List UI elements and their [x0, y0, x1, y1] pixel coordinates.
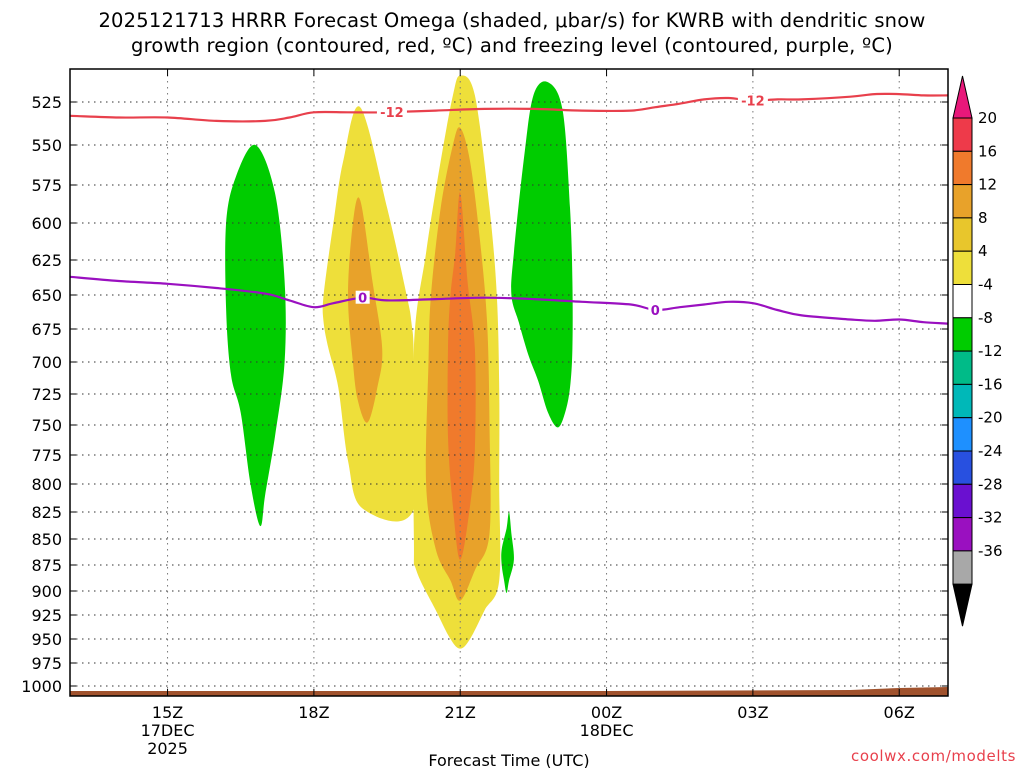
y-tick-label: 600: [31, 214, 62, 233]
colorbar: 20 16 12 8 4 -4 -8 -12 -16 -20 -24 -28 -32 -36: [952, 75, 1003, 627]
colorbar-label: 20: [978, 109, 997, 127]
x-tick-sublabel: 18DEC: [580, 721, 634, 740]
green-cell-1: [225, 144, 286, 527]
colorbar-swatch: [952, 550, 973, 585]
green-cell-3: [501, 511, 514, 593]
colorbar-label: 16: [978, 142, 997, 160]
y-tick-label: 775: [31, 446, 62, 465]
y-tick-label: 950: [31, 630, 62, 649]
colorbar-swatch: [952, 150, 973, 186]
contour-label-bg: [376, 105, 407, 119]
x-tick-sublabel: 17DEC: [141, 721, 195, 740]
colorbar-top-arrow: [952, 75, 973, 119]
y-tick-label: 975: [31, 654, 62, 673]
y-tick-label: 525: [31, 93, 62, 112]
contour-label-bg: [355, 290, 370, 304]
x-tick-label: 03Z: [737, 703, 768, 722]
y-tick-label: 825: [31, 503, 62, 522]
y-tick-label: 675: [31, 320, 62, 339]
colorbar-label: -28: [978, 475, 1003, 493]
plot-frame: [69, 68, 949, 697]
colorbar-label: -24: [978, 442, 1003, 460]
y-tick-label: 925: [31, 606, 62, 625]
contour-label-bg: [648, 302, 663, 316]
chart-title-line-1: 2025121713 HRRR Forecast Omega (shaded, …: [98, 9, 926, 32]
colorbar-label: -32: [978, 509, 1003, 527]
colorbar-swatch: [952, 450, 973, 485]
x-tick-label: 18Z: [298, 703, 329, 722]
x-tick-label: 06Z: [884, 703, 915, 722]
contour-label-bg: [737, 93, 768, 107]
terrain-fill: [70, 687, 948, 696]
omega-shading-layer: [225, 75, 573, 649]
colorbar-label: -8: [978, 309, 993, 327]
y-tick-label: 700: [31, 353, 62, 372]
orange-cell-1: [348, 197, 383, 423]
colorbar-label: 8: [978, 209, 988, 227]
contour-label: 0: [358, 292, 367, 307]
colorbar-swatch: [952, 250, 973, 285]
colorbar-swatch: [952, 217, 973, 252]
x-tick-sublabel: 2025: [147, 739, 188, 758]
colorbar-label: -16: [978, 375, 1003, 393]
x-tick-label: 21Z: [445, 703, 476, 722]
y-tick-label: 750: [31, 416, 62, 435]
colorbar-swatch: [952, 417, 973, 452]
credit-text[interactable]: coolwx.com/modelts: [851, 747, 1016, 765]
colorbar-swatch: [952, 350, 973, 385]
contour-layer: -12 -12 0 0: [70, 92, 948, 325]
colorbar-swatch: [952, 284, 973, 319]
y-tick-label: 1000: [21, 677, 62, 696]
contour-label: -12: [741, 95, 765, 110]
colorbar-label: 4: [978, 242, 988, 260]
colorbar-label: -12: [978, 342, 1003, 360]
dendritic-minus12-line: [70, 92, 948, 123]
y-tick-label: 800: [31, 475, 62, 494]
contour-label: 0: [651, 304, 660, 319]
x-axis-label: Forecast Time (UTC): [428, 751, 589, 768]
dark-orange-cell-2: [447, 192, 476, 560]
colorbar-swatch: [952, 317, 973, 352]
y-tick-label: 725: [31, 385, 62, 404]
y-tick-label: 575: [31, 176, 62, 195]
grid-layer: [70, 69, 948, 696]
y-tick-label: 875: [31, 556, 62, 575]
colorbar-swatch: [952, 517, 973, 552]
colorbar-swatch: [952, 383, 973, 419]
y-tick-label: 625: [31, 251, 62, 270]
contour-label: -12: [380, 106, 404, 121]
axis-layer: 525 550 575 600 625 650 675 700 725 750 775 800 825 8…: [21, 69, 948, 758]
colorbar-swatch: [952, 483, 973, 519]
colorbar-bottom-arrow: [952, 583, 973, 627]
colorbar-swatch: [952, 184, 973, 219]
x-tick-label: 15Z: [152, 703, 183, 722]
terrain-layer: [70, 687, 948, 696]
colorbar-label: -36: [978, 542, 1003, 560]
y-tick-label: 550: [31, 136, 62, 155]
freezing-level-0-line: [70, 275, 948, 325]
colorbar-label: -20: [978, 409, 1003, 427]
chart-title-line-2: growth region (contoured, red, ºC) and f…: [131, 34, 893, 57]
green-cell-2: [511, 81, 573, 428]
y-tick-label: 650: [31, 286, 62, 305]
colorbar-label: -4: [978, 276, 993, 294]
y-tick-label: 900: [31, 582, 62, 601]
colorbar-label: 12: [978, 176, 997, 194]
x-tick-label: 00Z: [591, 703, 622, 722]
colorbar-swatch: [952, 117, 973, 152]
y-tick-label: 850: [31, 530, 62, 549]
